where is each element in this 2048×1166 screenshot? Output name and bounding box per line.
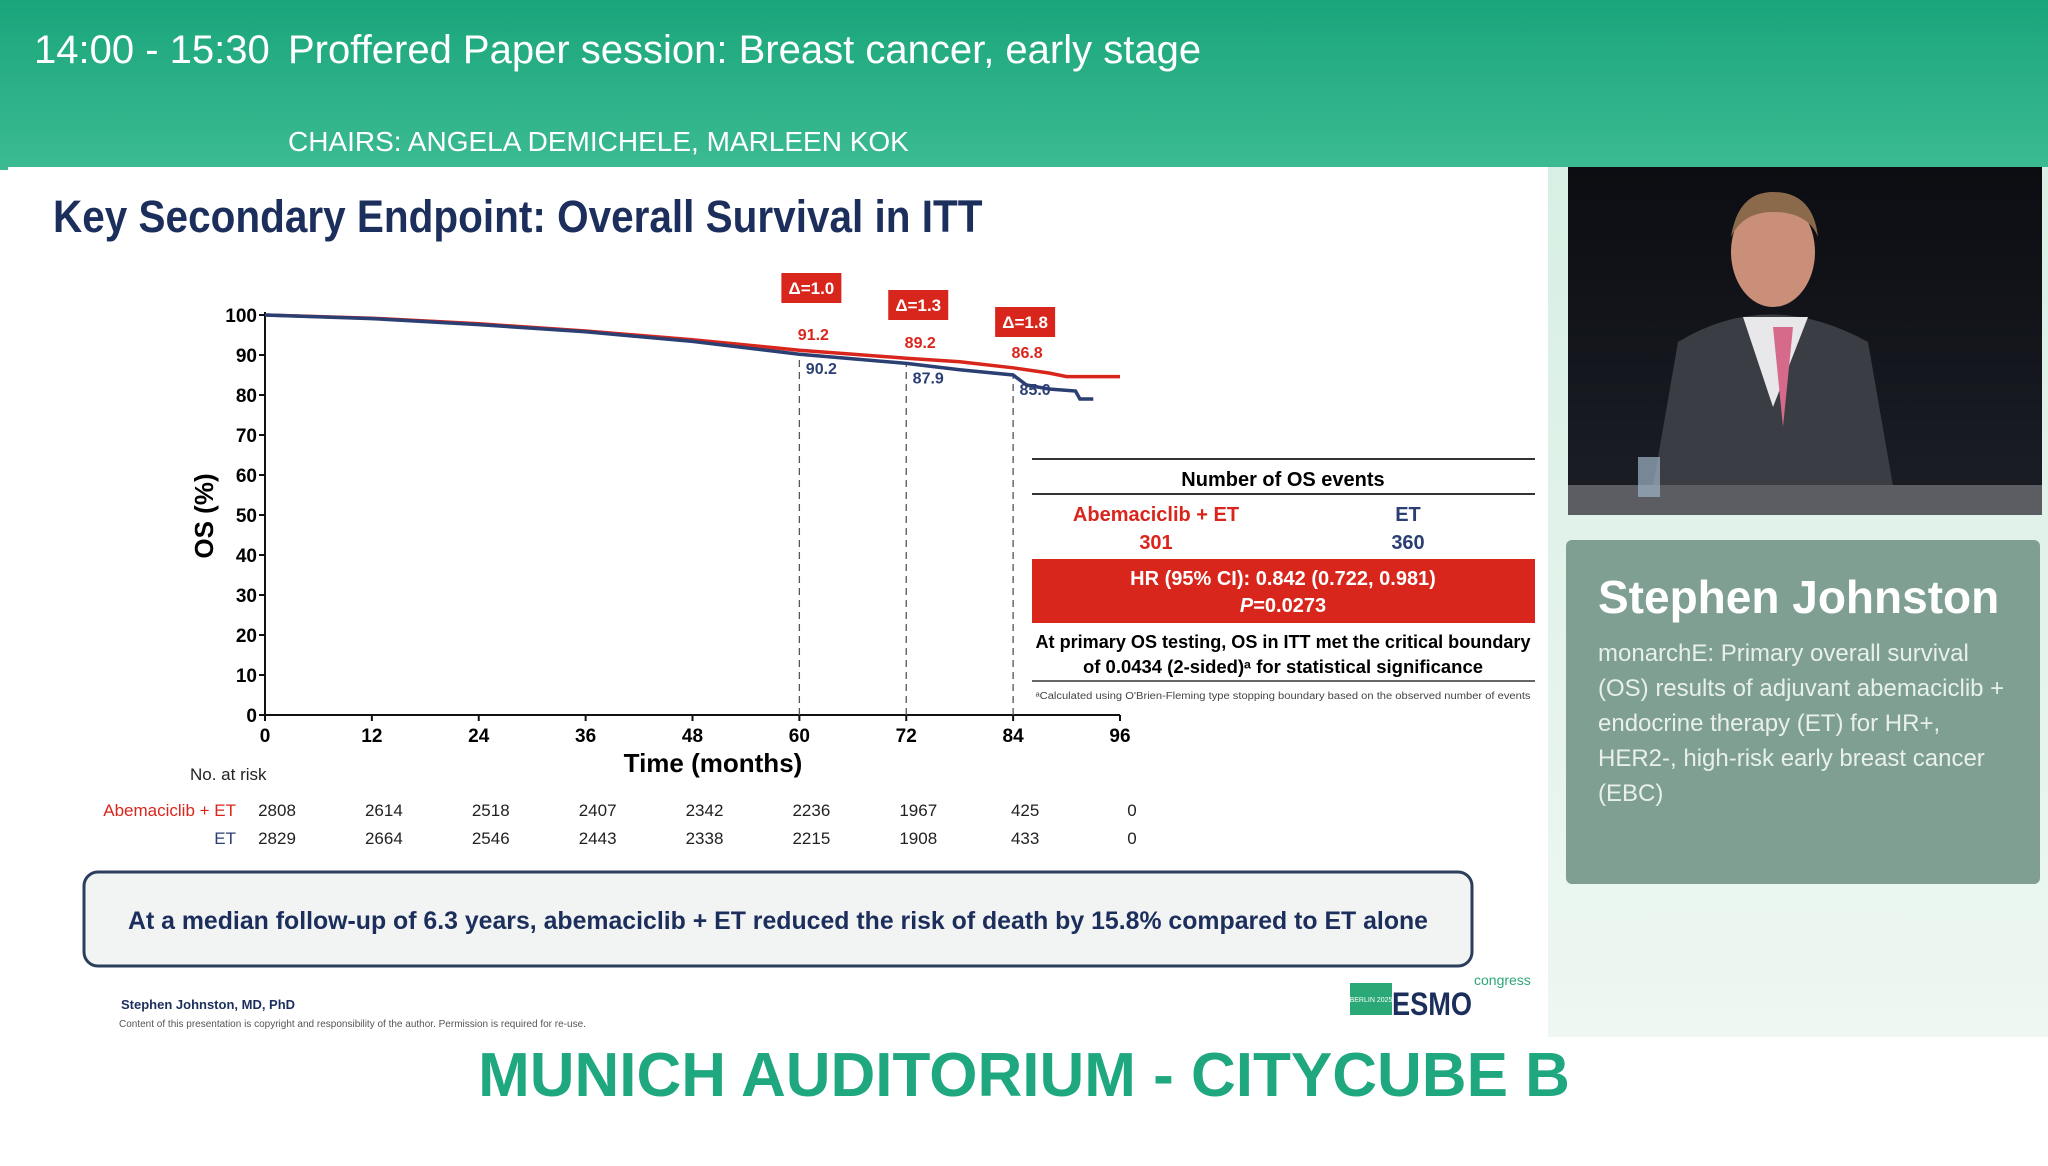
risk-row-label: Abemaciclib + ET <box>103 801 236 820</box>
risk-value: 0 <box>1127 829 1137 848</box>
y-tick-label: 30 <box>236 586 257 607</box>
survival-curve-abemaciclib <box>264 313 1120 379</box>
red-value-label: 89.2 <box>905 335 936 352</box>
delta-label: Δ=1.0 <box>788 279 834 298</box>
session-chairs: CHAIRS: ANGELA DEMICHELE, MARLEEN KOK <box>288 126 909 157</box>
svg-text:ESMO: ESMO <box>1392 986 1472 1022</box>
boundary-note-2: of 0.0434 (2-sided)ᵃ for statistical sig… <box>1083 657 1483 677</box>
delta-label: Δ=1.8 <box>1002 313 1048 332</box>
x-tick-label: 12 <box>361 726 382 747</box>
delta-badge <box>995 307 1056 337</box>
x-tick-label: 72 <box>896 726 917 747</box>
x-tick-label: 48 <box>682 726 703 747</box>
risk-value: 2546 <box>471 829 510 848</box>
risk-value: 2215 <box>792 829 831 848</box>
risk-table-title: No. at risk <box>190 765 267 784</box>
hr-box <box>1032 559 1535 623</box>
red-value-label: 86.8 <box>1012 345 1043 362</box>
x-tick-label: 0 <box>260 726 271 747</box>
events-heading: Number of OS events <box>1181 469 1384 491</box>
session-time: 14:00 - 15:30 <box>34 28 270 72</box>
y-tick-label: 10 <box>236 666 257 687</box>
author: Stephen Johnston, MD, PhD <box>121 997 295 1012</box>
copyright: Content of this presentation is copyrigh… <box>119 1019 586 1030</box>
blue-value-label: 87.9 <box>913 370 944 387</box>
presentation-slide: Key Secondary Endpoint: Overall Survival… <box>8 167 1548 1033</box>
y-tick-label: 20 <box>236 626 257 647</box>
boundary-note-1: At primary OS testing, OS in ITT met the… <box>1036 632 1531 652</box>
venue-name: MUNICH AUDITORIUM - CITYCUBE B <box>478 1041 1570 1110</box>
delta-badge <box>781 273 842 303</box>
esmo-logo: BERLIN 2025 ESMO congress <box>1350 972 1531 1022</box>
events-arm1: Abemaciclib + ET <box>1073 504 1239 526</box>
delta-badge <box>888 290 949 320</box>
risk-value: 1967 <box>899 801 938 820</box>
risk-value: 2236 <box>792 801 831 820</box>
speaker-card: Stephen Johnston monarchE: Primary overa… <box>1566 540 2040 884</box>
svg-text:congress: congress <box>1474 972 1531 988</box>
x-tick-label: 96 <box>1109 726 1130 747</box>
events-arm2-count: 360 <box>1391 532 1424 554</box>
y-tick-label: 0 <box>246 706 257 727</box>
session-header: 14:00 - 15:30 Proffered Paper session: B… <box>0 0 2048 170</box>
events-arm1-count: 301 <box>1139 532 1172 554</box>
y-axis-label: OS (%) <box>189 473 219 558</box>
risk-value: 2338 <box>685 829 724 848</box>
x-tick-label: 36 <box>575 726 596 747</box>
speaker-name: Stephen Johnston <box>1598 571 2000 623</box>
p-value: P=0.0273 <box>1240 595 1326 617</box>
slide-title: Key Secondary Endpoint: Overall Survival… <box>53 191 983 242</box>
hr-text: HR (95% CI): 0.842 (0.722, 0.981) <box>1130 568 1436 590</box>
risk-value: 2518 <box>471 801 510 820</box>
x-axis-label: Time (months) <box>624 748 803 778</box>
talk-title: monarchE: Primary overall survival (OS) … <box>1598 640 2005 807</box>
speaker-video <box>1568 167 2042 515</box>
blue-value-label: 90.2 <box>806 361 837 378</box>
speaker-figure <box>1568 192 2042 515</box>
risk-value: 2808 <box>258 801 296 820</box>
km-chart: 0 10 20 30 40 50 60 70 80 90 100 0 12 24 36 48 60 72 84 96 Δ… <box>82 273 1535 1030</box>
risk-value: 2664 <box>364 829 403 848</box>
summary-text: At a median follow-up of 6.3 years, abem… <box>128 907 1428 935</box>
y-tick-label: 50 <box>236 506 257 527</box>
x-tick-label: 84 <box>1003 726 1025 747</box>
x-tick-label: 24 <box>468 726 490 747</box>
risk-value: 1908 <box>899 829 938 848</box>
risk-value: 2342 <box>685 801 724 820</box>
svg-text:BERLIN 2025: BERLIN 2025 <box>1350 997 1393 1004</box>
delta-label: Δ=1.3 <box>895 296 941 315</box>
y-tick-label: 90 <box>236 346 257 367</box>
session-title: Proffered Paper session: Breast cancer, … <box>288 28 1202 72</box>
y-tick-label: 100 <box>225 306 257 327</box>
risk-value: 2407 <box>578 801 617 820</box>
y-tick-label: 60 <box>236 466 257 487</box>
events-footnote: ᵃCalculated using O'Brien-Fleming type s… <box>1036 691 1531 702</box>
red-value-label: 91.2 <box>798 327 829 344</box>
risk-row-label: ET <box>214 829 236 848</box>
y-tick-label: 40 <box>236 546 257 567</box>
risk-value: 2614 <box>364 801 403 820</box>
y-tick-label: 70 <box>236 426 257 447</box>
y-tick-label: 80 <box>236 386 257 407</box>
risk-value: 425 <box>1010 801 1040 820</box>
summary-box <box>82 870 1474 968</box>
risk-value: 0 <box>1127 801 1137 820</box>
events-arm2: ET <box>1395 504 1421 526</box>
risk-value: 2829 <box>258 829 296 848</box>
survival-curve-et <box>264 313 1094 401</box>
risk-value: 433 <box>1010 829 1040 848</box>
risk-value: 2443 <box>578 829 617 848</box>
x-tick-label: 60 <box>789 726 810 747</box>
